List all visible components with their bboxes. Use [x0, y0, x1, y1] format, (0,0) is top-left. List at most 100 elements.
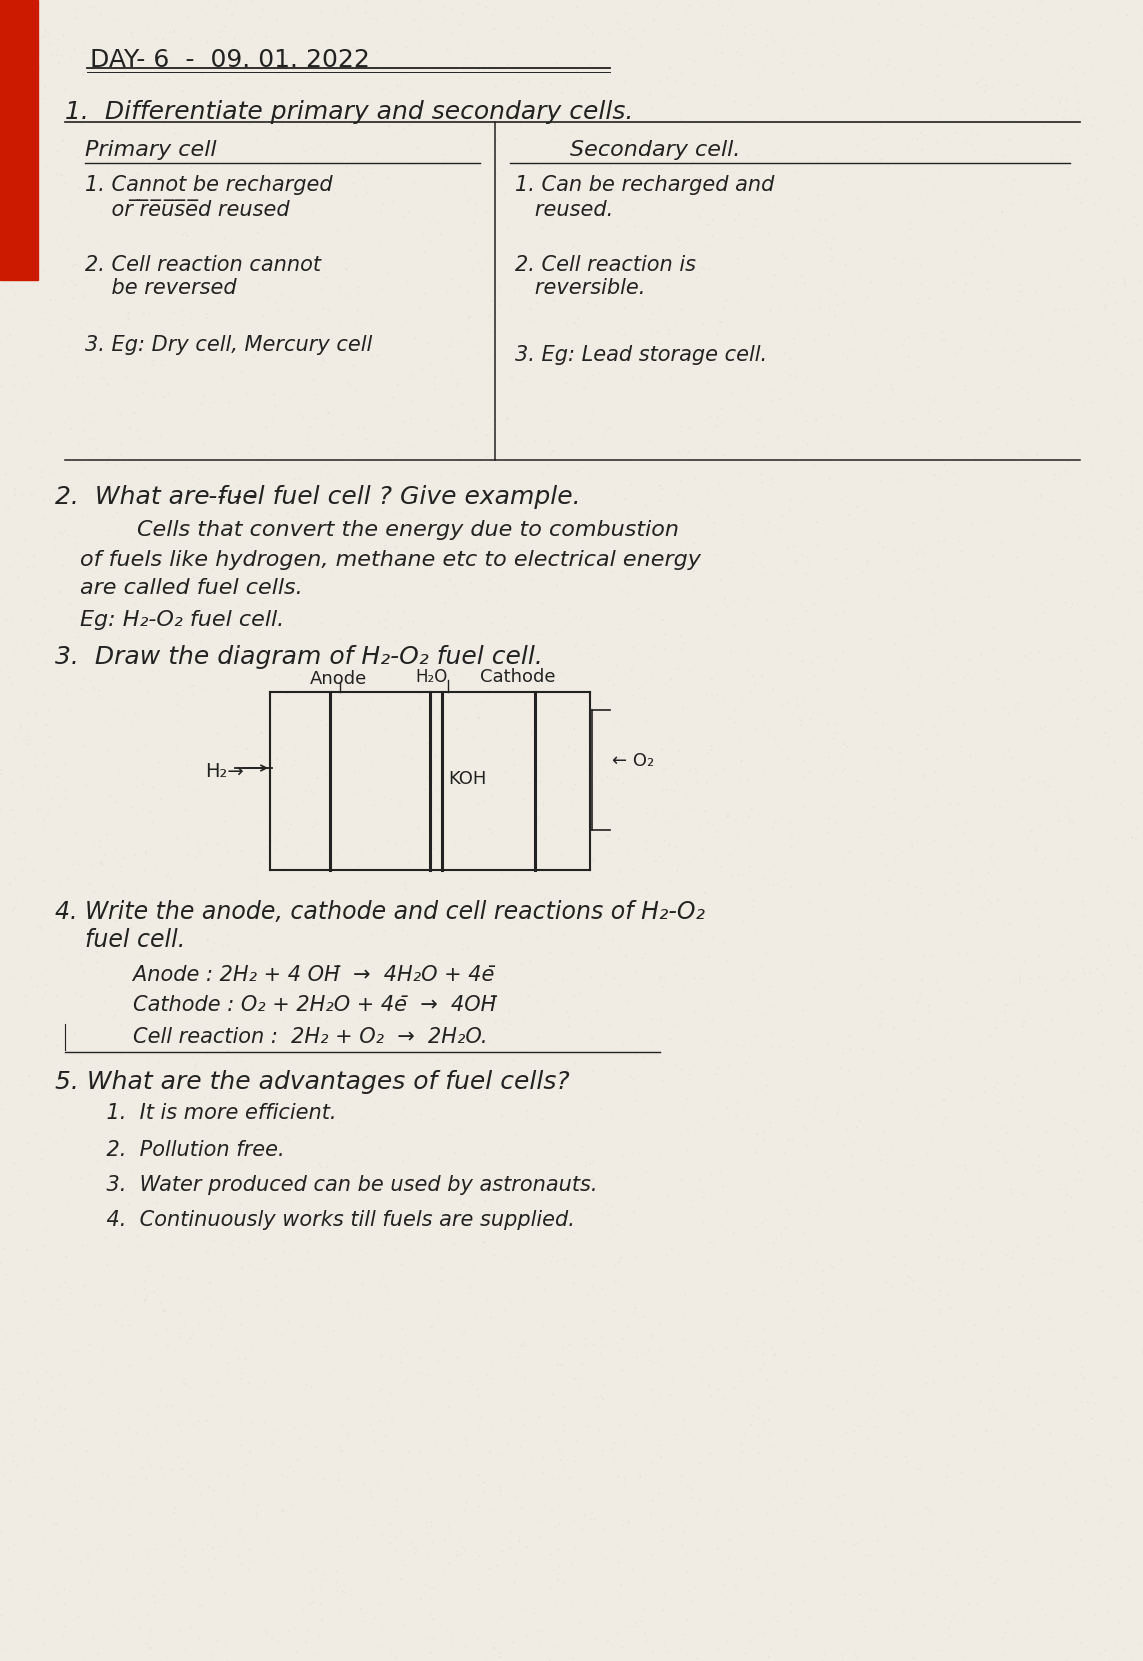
Point	[698, 211, 717, 238]
Point	[224, 605, 242, 631]
Point	[1082, 389, 1101, 415]
Point	[994, 1146, 1013, 1173]
Point	[1001, 525, 1020, 551]
Point	[35, 1526, 54, 1553]
Point	[211, 1460, 230, 1487]
Point	[1126, 942, 1143, 968]
Point	[748, 206, 766, 233]
Point	[435, 830, 454, 857]
Point	[584, 845, 602, 872]
Point	[1070, 126, 1088, 153]
Point	[886, 1244, 904, 1271]
Point	[145, 1347, 163, 1374]
Point	[698, 1249, 717, 1276]
Point	[131, 445, 150, 472]
Point	[1037, 51, 1055, 78]
Point	[486, 0, 504, 23]
Point	[799, 1344, 817, 1370]
Point	[982, 32, 1000, 58]
Point	[256, 1246, 274, 1272]
Point	[397, 37, 415, 63]
Point	[13, 764, 31, 791]
Point	[632, 1608, 650, 1634]
Point	[1124, 824, 1142, 850]
Point	[67, 1453, 86, 1480]
Point	[894, 1364, 912, 1390]
Point	[825, 1566, 844, 1593]
Point	[572, 1477, 590, 1503]
Point	[176, 1311, 194, 1337]
Point	[106, 198, 125, 224]
Point	[470, 453, 488, 480]
Point	[343, 781, 361, 807]
Point	[78, 311, 96, 337]
Point	[419, 731, 438, 757]
Point	[652, 844, 670, 870]
Point	[435, 1007, 454, 1033]
Point	[640, 545, 658, 571]
Point	[560, 1013, 578, 1040]
Point	[159, 807, 177, 834]
Point	[0, 606, 15, 633]
Point	[1078, 1234, 1096, 1261]
Point	[925, 714, 943, 741]
Point	[799, 1578, 817, 1605]
Point	[808, 532, 826, 558]
Point	[908, 1405, 926, 1432]
Point	[834, 1482, 853, 1508]
Point	[764, 1033, 782, 1060]
Point	[141, 429, 159, 455]
Point	[88, 131, 106, 158]
Point	[820, 806, 838, 832]
Point	[17, 990, 35, 1017]
Point	[978, 0, 997, 27]
Point	[139, 935, 158, 962]
Point	[186, 877, 205, 904]
Point	[186, 1053, 205, 1080]
Point	[201, 1156, 219, 1183]
Point	[192, 515, 210, 541]
Point	[941, 1007, 959, 1033]
Point	[1082, 116, 1101, 143]
Point	[503, 66, 521, 93]
Point	[253, 78, 271, 105]
Point	[165, 20, 183, 47]
Point	[69, 372, 87, 399]
Point	[1001, 126, 1020, 153]
Point	[929, 674, 948, 701]
Point	[413, 0, 431, 23]
Point	[1086, 684, 1104, 711]
Point	[1020, 962, 1038, 988]
Point	[451, 1541, 470, 1568]
Point	[381, 93, 399, 120]
Point	[1007, 649, 1025, 676]
Point	[1006, 1379, 1024, 1405]
Point	[373, 76, 391, 103]
Point	[1119, 8, 1137, 35]
Point	[647, 819, 665, 845]
Point	[162, 407, 181, 434]
Point	[559, 733, 577, 759]
Text: Cathode : O₂ + 2H₂O + 4ē  →  4OH̄: Cathode : O₂ + 2H₂O + 4ē → 4OH̄	[80, 995, 496, 1015]
Point	[306, 1556, 325, 1583]
Point	[783, 1035, 801, 1061]
Point	[199, 656, 217, 683]
Point	[824, 761, 842, 787]
Point	[91, 849, 110, 875]
Point	[485, 1634, 503, 1661]
Point	[152, 1455, 170, 1482]
Point	[243, 463, 262, 490]
Point	[801, 706, 820, 733]
Point	[1082, 525, 1101, 551]
Point	[554, 922, 573, 948]
Point	[430, 1146, 448, 1173]
Point	[506, 721, 525, 747]
Point	[583, 463, 601, 490]
Point	[238, 1088, 256, 1115]
Point	[647, 1214, 665, 1241]
Point	[158, 1028, 176, 1055]
Point	[911, 1257, 929, 1284]
Point	[708, 681, 726, 708]
Point	[39, 799, 57, 826]
Point	[678, 784, 696, 811]
